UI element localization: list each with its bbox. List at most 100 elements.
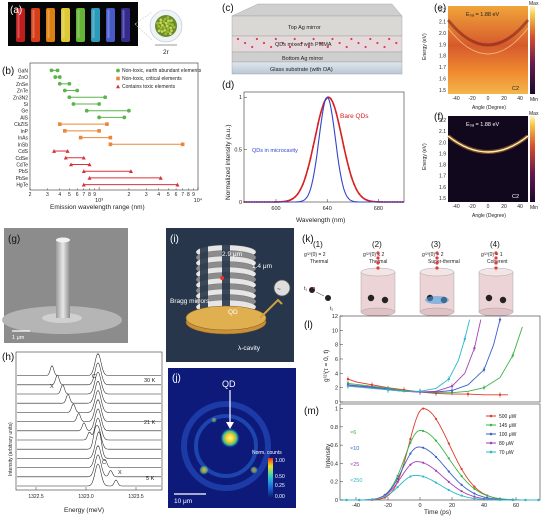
qd-dot	[281, 41, 284, 45]
cb-tick-1: 1.00	[275, 458, 285, 464]
legend-marker	[116, 76, 120, 81]
intensity-point	[345, 498, 348, 502]
emitted-photon	[494, 251, 498, 255]
intensity-point	[396, 477, 399, 480]
intensity-point	[358, 498, 361, 502]
range-marker	[105, 122, 109, 126]
range-marker	[126, 108, 131, 113]
angle-tick-label: 0	[487, 204, 490, 210]
x-tick-label: -20	[384, 503, 392, 509]
qd-emission-spot	[220, 428, 240, 448]
intensity-point	[434, 455, 438, 459]
spectrum-point	[296, 192, 299, 195]
intensity-point	[447, 470, 450, 473]
pl-spectrum-3	[17, 431, 161, 459]
intensity-point	[498, 498, 502, 502]
range-marker	[81, 169, 86, 173]
exciton-label-x: X	[50, 384, 54, 390]
intensity-point	[370, 498, 374, 501]
energy-tick-label: 1.7	[439, 174, 446, 180]
intensity-point	[473, 487, 476, 490]
range-marker	[55, 68, 60, 73]
y-tick-label: 0	[335, 400, 338, 406]
qd-dot	[388, 37, 391, 41]
cb-tick-2: 0.50	[275, 474, 285, 480]
sem-scale-label: 1 μm	[12, 335, 25, 341]
g2-point	[370, 383, 374, 386]
legend-label: 145 μW	[499, 423, 517, 429]
cavity-bottom	[478, 307, 514, 317]
qd-dot	[319, 41, 322, 45]
multiplier-3: ×25	[350, 462, 359, 468]
range-marker	[87, 162, 92, 167]
angle-tick-label: -40	[452, 96, 459, 102]
angle-tick-label: -20	[468, 96, 475, 102]
photon	[313, 287, 315, 289]
dispersion-map-f	[448, 116, 528, 202]
x-minor-tick-label: 9	[192, 192, 195, 198]
legend-marker	[489, 441, 493, 445]
energy-tick-label: 1.9	[439, 151, 446, 157]
legend-label: 100 μW	[499, 432, 517, 438]
range-marker	[97, 129, 101, 133]
intensity-point	[473, 497, 476, 500]
qd-dot	[345, 45, 348, 49]
intensity-point	[409, 463, 412, 466]
panel-label-a: (a)	[10, 5, 22, 16]
trench	[222, 244, 230, 310]
intensity-point	[486, 494, 489, 497]
qd-dot	[293, 37, 296, 41]
size-label: 2r	[163, 49, 170, 56]
y-tick-label: 4	[335, 371, 338, 377]
case-description: Coherent	[487, 259, 508, 265]
temp-label-5k: 5 K	[146, 476, 155, 482]
legend-marker	[116, 84, 120, 89]
spectrum-point	[332, 103, 335, 106]
colorbar-title-j: Norm. counts	[252, 450, 282, 456]
range-marker	[57, 75, 62, 79]
intensity-point	[434, 481, 438, 484]
case-description: Thermal	[310, 259, 328, 265]
qd-dot	[350, 37, 353, 41]
temp-label-30k: 30 K	[144, 378, 156, 384]
dim-label-1: 2.9 μm	[222, 251, 242, 258]
range-marker	[71, 102, 76, 106]
material-label: InAs	[18, 136, 29, 142]
x-minor-tick-label: 4	[58, 192, 61, 198]
range-marker	[87, 175, 92, 180]
energy-tick-label: 1.9	[439, 42, 446, 48]
material-label: InSb	[18, 142, 29, 148]
time-xlabel: Time (ps)	[424, 509, 451, 516]
energy-tick-label: 1.7	[439, 65, 446, 71]
intensity-point	[383, 495, 386, 498]
t2-label: t₂	[330, 306, 333, 312]
qd-dot	[300, 41, 303, 45]
intensity-point	[447, 488, 450, 492]
temp-label-21k: 21 K	[144, 420, 156, 426]
g2-plot: 0 2 4 6 8 10 12	[332, 314, 523, 406]
y-tick-label: 0	[239, 200, 242, 206]
ac-source-icon	[273, 279, 291, 297]
qd-dot	[236, 37, 240, 41]
intensity-point	[537, 498, 540, 502]
spectrum-point	[340, 133, 343, 136]
angle-tick-label: 0	[487, 96, 490, 102]
range-plot-xlabel: Emission wavelength range (nm)	[50, 204, 145, 211]
legend-label: 500 μW	[499, 414, 517, 420]
x-tick-label: 600	[271, 206, 280, 212]
range-marker	[97, 115, 102, 120]
intensity-point	[396, 481, 399, 484]
spectrum-point	[304, 176, 307, 179]
g2-line-2	[347, 319, 501, 393]
multiplier-1: ×6	[350, 430, 356, 436]
range-marker	[97, 102, 102, 106]
g2-point	[447, 377, 450, 381]
spectrum-plot-frame	[243, 91, 405, 203]
colorbar-min-e: Min	[530, 97, 538, 103]
intensity-point	[473, 492, 476, 495]
angle-tick-label: 20	[501, 96, 507, 102]
panel-g: (g) 1 μm	[2, 228, 128, 343]
emitted-photon	[435, 251, 439, 255]
emitted-photon	[376, 266, 380, 270]
